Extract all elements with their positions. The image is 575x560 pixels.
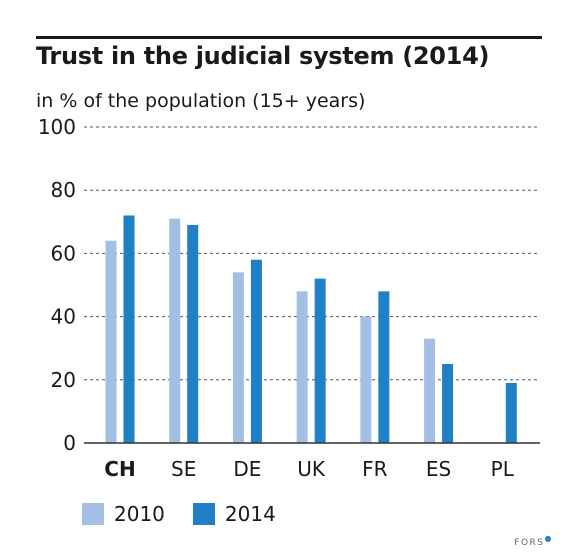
- bar-se-2014: [187, 224, 199, 443]
- y-tick-label-80: 80: [51, 178, 76, 202]
- y-tick-label-100: 100: [38, 115, 76, 139]
- legend: 2010 2014: [82, 502, 304, 526]
- bar-uk-2010: [296, 291, 308, 443]
- bar-es-2014: [442, 364, 454, 443]
- legend-swatch-2010: [82, 503, 104, 525]
- legend-item-2010: 2010: [82, 502, 165, 526]
- bar-ch-2010: [105, 240, 117, 443]
- x-tick-label-fr: FR: [362, 457, 388, 481]
- x-tick-label-se: SE: [171, 457, 196, 481]
- title-rule: [36, 36, 542, 39]
- chart-subtitle: in % of the population (15+ years): [36, 90, 366, 112]
- x-tick-label-ch: CH: [104, 457, 135, 481]
- y-tick-label-60: 60: [51, 241, 76, 265]
- chart-title: Trust in the judicial system (2014): [36, 42, 490, 70]
- legend-item-2014: 2014: [192, 502, 276, 526]
- bar-pl-2014: [505, 382, 517, 443]
- bar-ch-2014: [123, 215, 135, 443]
- y-tick-label-40: 40: [51, 305, 76, 329]
- x-tick-label-de: DE: [233, 457, 261, 481]
- bar-fr-2014: [378, 291, 390, 443]
- bar-se-2010: [169, 218, 181, 443]
- bar-de-2010: [232, 272, 244, 443]
- bar-fr-2010: [360, 316, 372, 443]
- bar-es-2010: [424, 338, 436, 443]
- x-tick-label-es: ES: [426, 457, 451, 481]
- bar-de-2014: [250, 259, 262, 443]
- legend-label-2010: 2010: [114, 502, 165, 526]
- x-tick-label-pl: PL: [491, 457, 515, 481]
- x-tick-label-uk: UK: [297, 457, 326, 481]
- bar-uk-2014: [314, 278, 326, 443]
- y-tick-label-0: 0: [63, 431, 76, 455]
- legend-swatch-2014: [192, 503, 215, 525]
- y-tick-label-20: 20: [51, 368, 76, 392]
- legend-label-2014: 2014: [224, 502, 276, 526]
- fors-logo: FORS●: [514, 534, 553, 548]
